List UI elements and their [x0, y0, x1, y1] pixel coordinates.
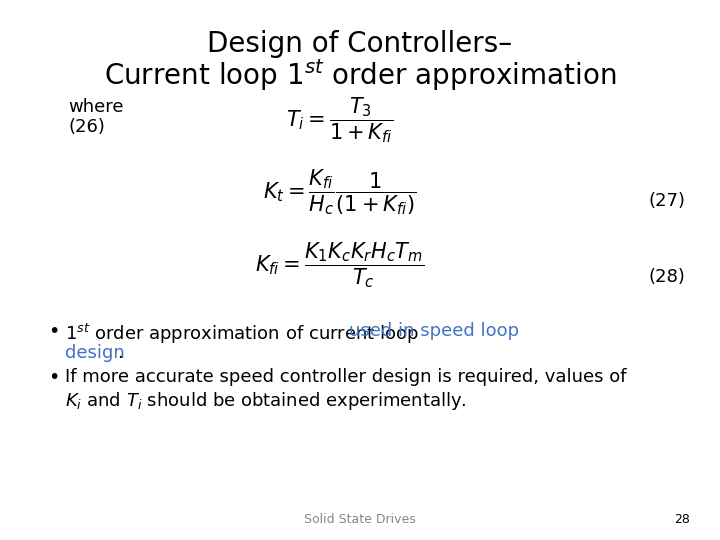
Text: •: • [48, 368, 59, 387]
Text: used in speed loop: used in speed loop [349, 322, 519, 340]
Text: .: . [117, 344, 122, 362]
Text: Current loop 1$^{st}$ order approximation: Current loop 1$^{st}$ order approximatio… [104, 58, 616, 93]
Text: $K_i$ and $T_i$ should be obtained experimentally.: $K_i$ and $T_i$ should be obtained exper… [65, 390, 467, 412]
Text: 28: 28 [674, 513, 690, 526]
Text: $K_t = \dfrac{K_{fi}}{H_c} \dfrac{1}{\left(1 + K_{fi}\right)}$: $K_t = \dfrac{K_{fi}}{H_c} \dfrac{1}{\le… [264, 167, 417, 217]
Text: If more accurate speed controller design is required, values of: If more accurate speed controller design… [65, 368, 626, 386]
Text: (28): (28) [648, 268, 685, 286]
Text: $T_i = \dfrac{T_3}{1 + K_{fi}}$: $T_i = \dfrac{T_3}{1 + K_{fi}}$ [287, 95, 394, 145]
Text: (26): (26) [68, 118, 105, 136]
Text: design: design [65, 344, 125, 362]
Text: Design of Controllers–: Design of Controllers– [207, 30, 513, 58]
Text: $K_{fi} = \dfrac{K_1 K_c K_r H_c T_m}{T_c}$: $K_{fi} = \dfrac{K_1 K_c K_r H_c T_m}{T_… [256, 240, 425, 290]
Text: Solid State Drives: Solid State Drives [304, 513, 416, 526]
Text: where: where [68, 98, 124, 116]
Text: (27): (27) [648, 192, 685, 210]
Text: 1$^{st}$ order approximation of current loop: 1$^{st}$ order approximation of current … [65, 322, 420, 346]
Text: •: • [48, 322, 59, 341]
